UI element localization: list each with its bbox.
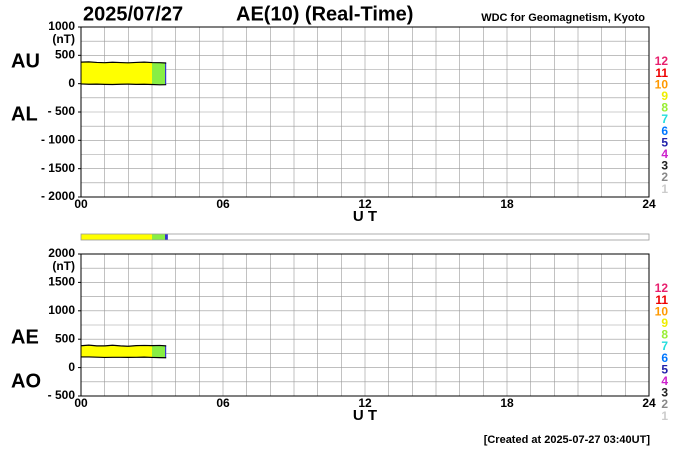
legend-label: 3	[661, 159, 668, 173]
y-tick-label: 1000	[48, 19, 75, 33]
legend-label: 2	[661, 170, 668, 184]
y-tick-label: - 2000	[41, 189, 75, 203]
series-line	[80, 83, 167, 86]
coverage-frame	[80, 233, 650, 241]
y-tick-label: 0	[68, 360, 75, 374]
y-axis-label: (nT)	[52, 259, 75, 273]
title: AE(10) (Real-Time)	[236, 3, 413, 25]
coverage-fill	[81, 345, 152, 358]
legend-label: 4	[661, 374, 668, 388]
footer: [Created at 2025-07-27 03:40UT]	[484, 434, 651, 446]
legend-label: 5	[661, 362, 668, 376]
y-tick-label: 1500	[48, 275, 75, 289]
legend-label: 5	[661, 135, 668, 149]
legend-label: 6	[661, 124, 668, 138]
x-axis-label: U T	[353, 407, 377, 424]
series-line	[81, 356, 167, 359]
x-tick-label: 06	[216, 396, 230, 410]
legend-label: 6	[661, 351, 668, 365]
legend-label: 8	[661, 328, 668, 342]
series-name: AE	[11, 326, 39, 348]
series-line	[80, 344, 167, 347]
legend-label: 1	[661, 182, 668, 196]
x-tick-label: 24	[642, 396, 656, 410]
x-tick-label: 00	[74, 396, 88, 410]
legend-label: 12	[655, 54, 669, 68]
coverage-fill	[81, 61, 152, 85]
legend-label: 7	[661, 112, 668, 126]
legend-label: 3	[661, 386, 668, 400]
series-name: AO	[11, 370, 41, 392]
date: 2025/07/27	[83, 3, 183, 25]
y-axis-label: (nT)	[52, 32, 75, 46]
legend-label: 10	[655, 77, 669, 91]
y-tick-label: 500	[55, 48, 75, 62]
y-tick-label: 2000	[48, 246, 75, 260]
coverage-bar	[152, 234, 166, 240]
x-axis-label: U T	[353, 208, 377, 225]
x-tick-label: 12	[358, 396, 372, 410]
series-name: AL	[11, 103, 38, 125]
legend-label: 11	[655, 66, 668, 80]
coverage-bar	[81, 234, 152, 240]
y-tick-label: 0	[68, 76, 75, 90]
x-tick-label: 18	[500, 396, 514, 410]
coverage-fill	[165, 61, 167, 85]
legend-label: 8	[661, 101, 668, 115]
legend-label: 2	[661, 397, 668, 411]
coverage-fill	[152, 61, 166, 85]
coverage-fill	[152, 345, 166, 358]
plot-frame	[80, 253, 650, 397]
legend-label: 1	[661, 409, 668, 423]
legend-label: 11	[655, 293, 668, 307]
y-tick-label: 1000	[48, 303, 75, 317]
coverage-fill	[165, 345, 167, 358]
legend-label: 9	[661, 316, 668, 330]
coverage-bar	[165, 234, 168, 240]
series-line	[80, 61, 167, 64]
x-tick-label: 24	[642, 197, 656, 211]
x-tick-label: 06	[216, 197, 230, 211]
y-tick-label: - 1000	[41, 133, 75, 147]
legend-label: 9	[661, 89, 668, 103]
x-tick-label: 18	[500, 197, 514, 211]
y-tick-label: - 500	[48, 388, 76, 402]
legend-label: 4	[661, 147, 668, 161]
source: WDC for Geomagnetism, Kyoto	[481, 12, 645, 24]
x-tick-label: 00	[74, 197, 88, 211]
legend-label: 12	[655, 281, 669, 295]
y-tick-label: 500	[55, 331, 75, 345]
y-tick-label: - 1500	[41, 161, 75, 175]
y-tick-label: - 500	[48, 104, 76, 118]
legend-label: 7	[661, 339, 668, 353]
series-name: AU	[11, 50, 40, 72]
x-tick-label: 12	[358, 197, 372, 211]
legend-label: 10	[655, 304, 669, 318]
